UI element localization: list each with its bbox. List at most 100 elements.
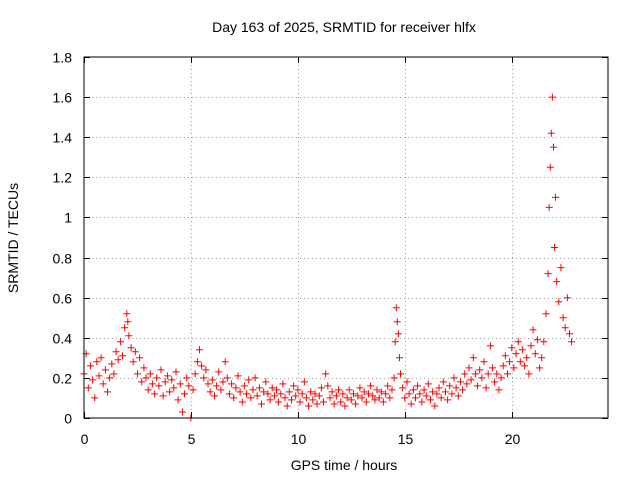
data-point — [566, 330, 573, 338]
data-point — [427, 396, 434, 404]
data-point — [144, 386, 152, 394]
data-point — [181, 390, 188, 398]
data-point — [99, 380, 107, 388]
data-point — [101, 366, 109, 374]
data-point — [163, 372, 171, 380]
data-point — [360, 388, 368, 396]
data-point — [157, 366, 165, 374]
data-point — [129, 358, 137, 366]
data-point — [211, 392, 218, 400]
data-point — [91, 394, 99, 402]
data-point — [559, 314, 567, 322]
data-point — [552, 193, 560, 201]
data-point — [106, 374, 114, 382]
data-point — [121, 324, 129, 332]
data-point — [555, 298, 563, 306]
data-point — [93, 358, 101, 366]
data-point — [176, 380, 184, 388]
plot-frame — [83, 56, 609, 419]
data-point — [172, 368, 180, 376]
data-point — [174, 396, 182, 404]
data-point — [448, 390, 456, 398]
data-point — [243, 390, 250, 398]
data-point — [548, 93, 556, 101]
data-point — [330, 400, 338, 408]
data-point — [547, 129, 555, 137]
data-point — [444, 396, 452, 404]
data-point — [300, 378, 308, 386]
data-point — [279, 380, 287, 388]
data-point — [84, 384, 92, 392]
data-point — [189, 386, 197, 394]
data-point — [116, 338, 124, 346]
data-point — [508, 344, 516, 352]
data-point — [178, 408, 186, 416]
data-point — [213, 382, 221, 390]
data-point — [510, 364, 518, 372]
data-point — [339, 390, 347, 398]
data-point — [317, 384, 325, 392]
data-point — [328, 388, 336, 396]
chart-title: Day 163 of 2025, SRMTID for receiver hlf… — [212, 19, 476, 35]
data-point — [204, 380, 212, 388]
data-point — [523, 354, 531, 362]
data-point — [217, 386, 225, 394]
data-point — [499, 362, 507, 370]
data-point — [371, 396, 379, 404]
data-point — [557, 264, 565, 272]
data-point — [463, 380, 471, 388]
data-point — [553, 278, 561, 286]
y-tick-label: 1.6 — [53, 90, 73, 106]
data-point — [409, 386, 417, 394]
data-point — [89, 376, 97, 384]
data-point — [255, 384, 263, 392]
data-point — [525, 370, 533, 378]
data-point — [452, 384, 460, 392]
y-tick-label: 0 — [64, 411, 72, 427]
data-point — [136, 354, 144, 362]
data-point — [396, 354, 403, 362]
axis-ticks — [84, 57, 608, 419]
data-point — [161, 378, 169, 386]
data-point — [97, 354, 105, 362]
data-point — [290, 382, 298, 390]
x-tick-label: 5 — [188, 431, 196, 447]
data-point — [501, 352, 509, 360]
y-tick-label: 0.2 — [53, 371, 73, 387]
x-axis-label: GPS time / hours — [291, 457, 398, 473]
data-points — [80, 93, 576, 422]
data-point — [345, 386, 353, 394]
data-point — [393, 318, 401, 326]
data-point — [307, 388, 315, 396]
data-point — [450, 374, 458, 382]
y-tick-label: 1.4 — [53, 130, 73, 146]
data-point — [260, 388, 268, 396]
data-point — [238, 398, 246, 406]
data-point — [391, 338, 399, 346]
data-point — [108, 360, 116, 368]
data-point — [356, 384, 364, 392]
data-point — [127, 344, 135, 352]
data-point — [251, 374, 259, 382]
data-point — [542, 310, 550, 318]
data-point — [142, 374, 150, 382]
data-point — [232, 384, 240, 392]
data-point — [322, 370, 330, 378]
data-point — [442, 388, 449, 396]
data-point — [275, 398, 283, 406]
data-point — [324, 382, 332, 390]
data-point — [315, 392, 323, 400]
data-point — [471, 370, 479, 378]
data-point — [459, 386, 467, 394]
data-point — [296, 398, 304, 406]
data-point — [491, 378, 499, 386]
data-point — [110, 370, 118, 378]
data-point — [399, 384, 407, 392]
data-point — [358, 394, 366, 402]
data-point — [281, 394, 289, 402]
data-point — [104, 388, 111, 396]
data-point — [114, 356, 122, 364]
data-point — [343, 394, 351, 402]
data-point — [412, 394, 419, 402]
data-point — [518, 346, 526, 354]
